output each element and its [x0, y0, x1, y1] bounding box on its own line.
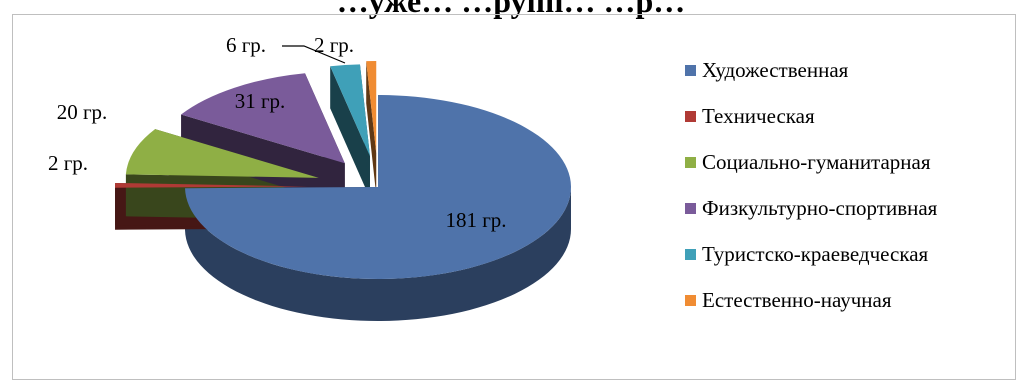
legend-label: Туристско-краеведческая	[702, 241, 929, 266]
legend-item-физкультурно-спортивная: Физкультурно-спортивная	[685, 196, 1015, 220]
legend-item-социально-гуманитарная: Социально-гуманитарная	[685, 150, 1015, 174]
legend-swatch	[685, 294, 696, 306]
legend-item-туристско-краеведческая: Туристско-краеведческая	[685, 242, 1015, 266]
data-label-художественная: 181 гр.	[445, 208, 506, 232]
legend-swatch	[685, 248, 696, 260]
legend-label: Социально-гуманитарная	[702, 149, 931, 174]
legend-label: Техническая	[702, 103, 815, 128]
legend-label: Художественная	[702, 57, 849, 82]
data-label-leader-line	[282, 45, 346, 64]
legend-label: Естественно-научная	[702, 287, 892, 312]
legend-item-художественная: Художественная	[685, 58, 1015, 82]
data-label-социально-гуманитарная: 20 гр.	[57, 100, 108, 124]
pie-slice-естественно-научная	[366, 61, 377, 154]
chart-frame	[12, 14, 1016, 380]
pie-slice-физкультурно-спортивная	[181, 73, 345, 164]
legend-item-естественно-научная: Естественно-научная	[685, 288, 1015, 312]
legend-label: Физкультурно-спортивная	[702, 195, 938, 220]
legend-swatch	[685, 64, 696, 76]
legend-swatch	[685, 110, 696, 122]
legend-item-техническая: Техническая	[685, 104, 1015, 128]
data-label-туристско-краеведческая: 6 гр.	[226, 33, 266, 57]
pie-slice-туристско-краеведческая	[330, 64, 370, 157]
legend-swatch	[685, 156, 696, 168]
legend-swatch	[685, 202, 696, 214]
data-label-естественно-научная: 2 гр.	[314, 33, 354, 57]
pie-slice-side-5	[366, 61, 377, 196]
pie-slice-социально-гуманитарная	[125, 129, 319, 178]
pie-slice-техническая	[115, 182, 309, 188]
pie-slice-художественная	[185, 95, 572, 279]
data-label-техническая: 2 гр.	[48, 151, 88, 175]
data-label-физкультурно-спортивная: 31 гр.	[235, 89, 286, 113]
